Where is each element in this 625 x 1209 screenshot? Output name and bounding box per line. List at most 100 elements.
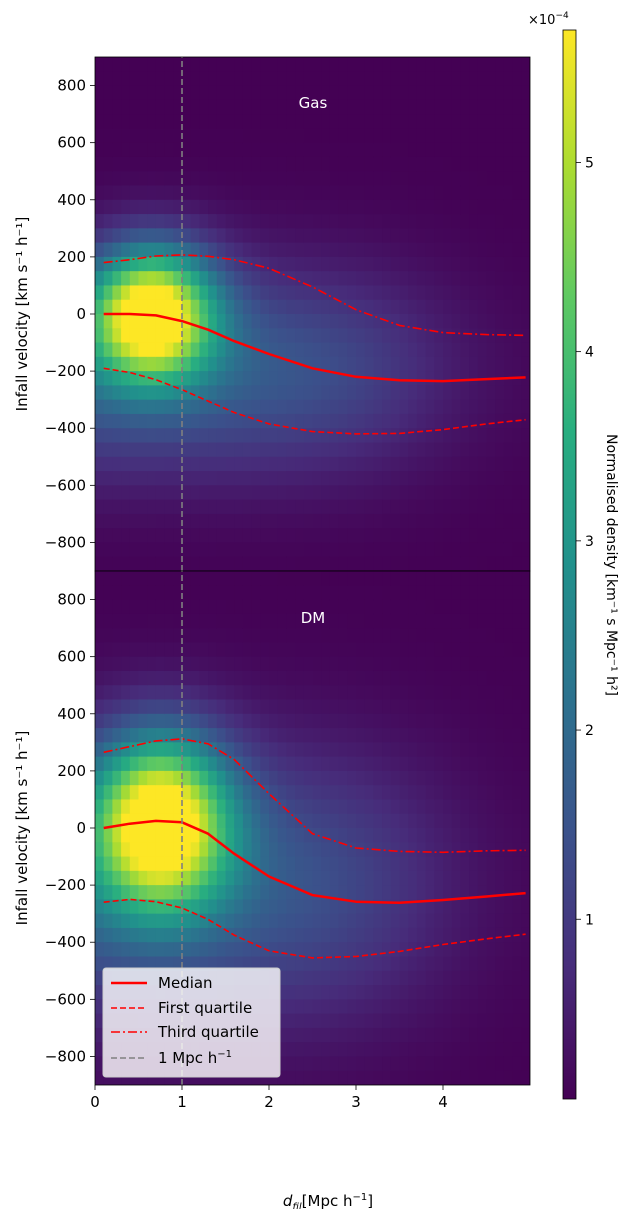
dm-heatmap-cell — [347, 799, 357, 815]
gas-heatmap-cell — [286, 271, 296, 287]
dm-heatmap-cell — [182, 670, 192, 686]
dm-heatmap-cell — [356, 799, 366, 815]
dm-heatmap-cell — [147, 728, 157, 743]
dm-heatmap-cell — [486, 828, 496, 843]
dm-heatmap-cell — [303, 770, 314, 786]
gas-heatmap-cell — [347, 156, 357, 172]
gas-heatmap-cell — [242, 285, 253, 301]
dm-heatmap-cell — [477, 1042, 488, 1058]
gas-heatmap-cell — [486, 228, 496, 244]
dm-heatmap-cell — [225, 571, 235, 586]
gas-heatmap-cell — [347, 371, 357, 386]
gas-heatmap-cell — [103, 171, 113, 187]
gas-heatmap-cell — [182, 256, 192, 272]
gas-heatmap-cell — [269, 513, 279, 529]
dm-heatmap-cell — [269, 713, 279, 729]
gas-heatmap-cell — [495, 399, 505, 415]
gas-heatmap-cell — [425, 413, 435, 429]
dm-heatmap-cell — [121, 571, 131, 586]
gas-heatmap-cell — [495, 156, 505, 172]
gas-heatmap-cell — [477, 385, 488, 401]
dm-heatmap-cell — [164, 585, 174, 601]
dm-heatmap-cell — [138, 742, 148, 758]
dm-heatmap-cell — [199, 699, 209, 715]
gas-heatmap-cell — [434, 385, 444, 401]
gas-heatmap-cell — [399, 228, 409, 244]
gas-heatmap-cell — [347, 314, 357, 329]
dm-heatmap-cell — [486, 1027, 496, 1043]
gas-heatmap-cell — [460, 528, 470, 544]
gas-heatmap-cell — [512, 156, 522, 172]
gas-heatmap-cell — [286, 114, 296, 129]
gas-heatmap-cell — [138, 256, 148, 272]
dm-heatmap-cell — [277, 870, 287, 886]
gas-heatmap-cell — [321, 85, 331, 101]
gas-heatmap-cell — [503, 271, 514, 287]
gas-heatmap-cell — [373, 128, 383, 144]
gas-heatmap-cell — [425, 85, 435, 101]
dm-heatmap-cell — [390, 1056, 401, 1072]
dm-heatmap-cell — [408, 585, 418, 601]
dm-heatmap-cell — [286, 728, 296, 743]
dm-heatmap-cell — [477, 813, 488, 829]
gas-heatmap-cell — [112, 57, 122, 72]
dm-heatmap-cell — [486, 785, 496, 801]
gas-heatmap-cell — [382, 528, 392, 544]
gas-heatmap-cell — [486, 485, 496, 501]
gas-heatmap-cell — [164, 85, 174, 101]
gas-heatmap-cell — [477, 413, 488, 429]
dm-heatmap-cell — [503, 585, 514, 601]
gas-heatmap-cell — [356, 528, 366, 544]
gas-heatmap-cell — [408, 99, 418, 115]
gas-heatmap-cell — [208, 499, 218, 515]
dm-heatmap-cell — [129, 785, 140, 801]
gas-heatmap-cell — [469, 271, 479, 287]
gas-heatmap-cell — [277, 185, 287, 201]
gas-heatmap-cell — [443, 85, 453, 101]
gas-heatmap-cell — [443, 199, 453, 215]
dm-heatmap-cell — [121, 870, 131, 886]
gas-heatmap-cell — [399, 528, 409, 544]
gas-heatmap-cell — [373, 299, 383, 315]
dm-heatmap-cell — [216, 913, 227, 929]
dm-heatmap-cell — [234, 670, 244, 686]
dm-heatmap-cell — [164, 699, 174, 715]
gas-heatmap-cell — [95, 114, 105, 129]
dm-heatmap-cell — [329, 913, 340, 929]
gas-heatmap-cell — [312, 142, 322, 158]
gas-heatmap-cell — [277, 499, 287, 515]
dm-heatmap-cell — [164, 942, 174, 958]
dm-heatmap-cell — [138, 856, 148, 872]
dm-heatmap-cell — [434, 785, 444, 801]
dm-heatmap-cell — [338, 956, 348, 972]
gas-heatmap-cell — [303, 314, 314, 329]
gas-heatmap-cell — [425, 299, 435, 315]
dm-heatmap-cell — [486, 999, 496, 1015]
gas-heatmap-cell — [451, 413, 461, 429]
dm-heatmap-cell — [382, 628, 392, 643]
gas-statistic-lines — [103, 57, 526, 571]
gas-heatmap-cell — [443, 185, 453, 201]
dm-heatmap-cell — [312, 813, 322, 829]
gas-heatmap-cell — [382, 214, 392, 229]
dm-heatmap-cell — [155, 799, 166, 815]
gas-heatmap-cell — [269, 214, 279, 229]
dm-heatmap-cell — [286, 1027, 296, 1043]
dm-heatmap-cell — [312, 742, 322, 758]
gas-heatmap-cell — [164, 399, 174, 415]
dm-heatmap-cell — [321, 628, 331, 643]
gas-y-tick-label: 800 — [57, 77, 86, 95]
dm-heatmap-cell — [338, 1027, 348, 1043]
gas-heatmap-cell — [95, 399, 105, 415]
gas-heatmap-cell — [129, 85, 140, 101]
dm-heatmap-cell — [495, 656, 505, 672]
dm-heatmap-cell — [121, 913, 131, 929]
gas-heatmap-cell — [190, 371, 200, 386]
gas-heatmap-cell — [312, 528, 322, 544]
dm-heatmap-cell — [373, 599, 383, 615]
dm-heatmap-cell — [155, 670, 166, 686]
dm-heatmap-cell — [521, 856, 530, 872]
gas-heatmap-cell — [399, 442, 409, 458]
dm-heatmap-cell — [399, 599, 409, 615]
gas-heatmap-cell — [251, 85, 261, 101]
